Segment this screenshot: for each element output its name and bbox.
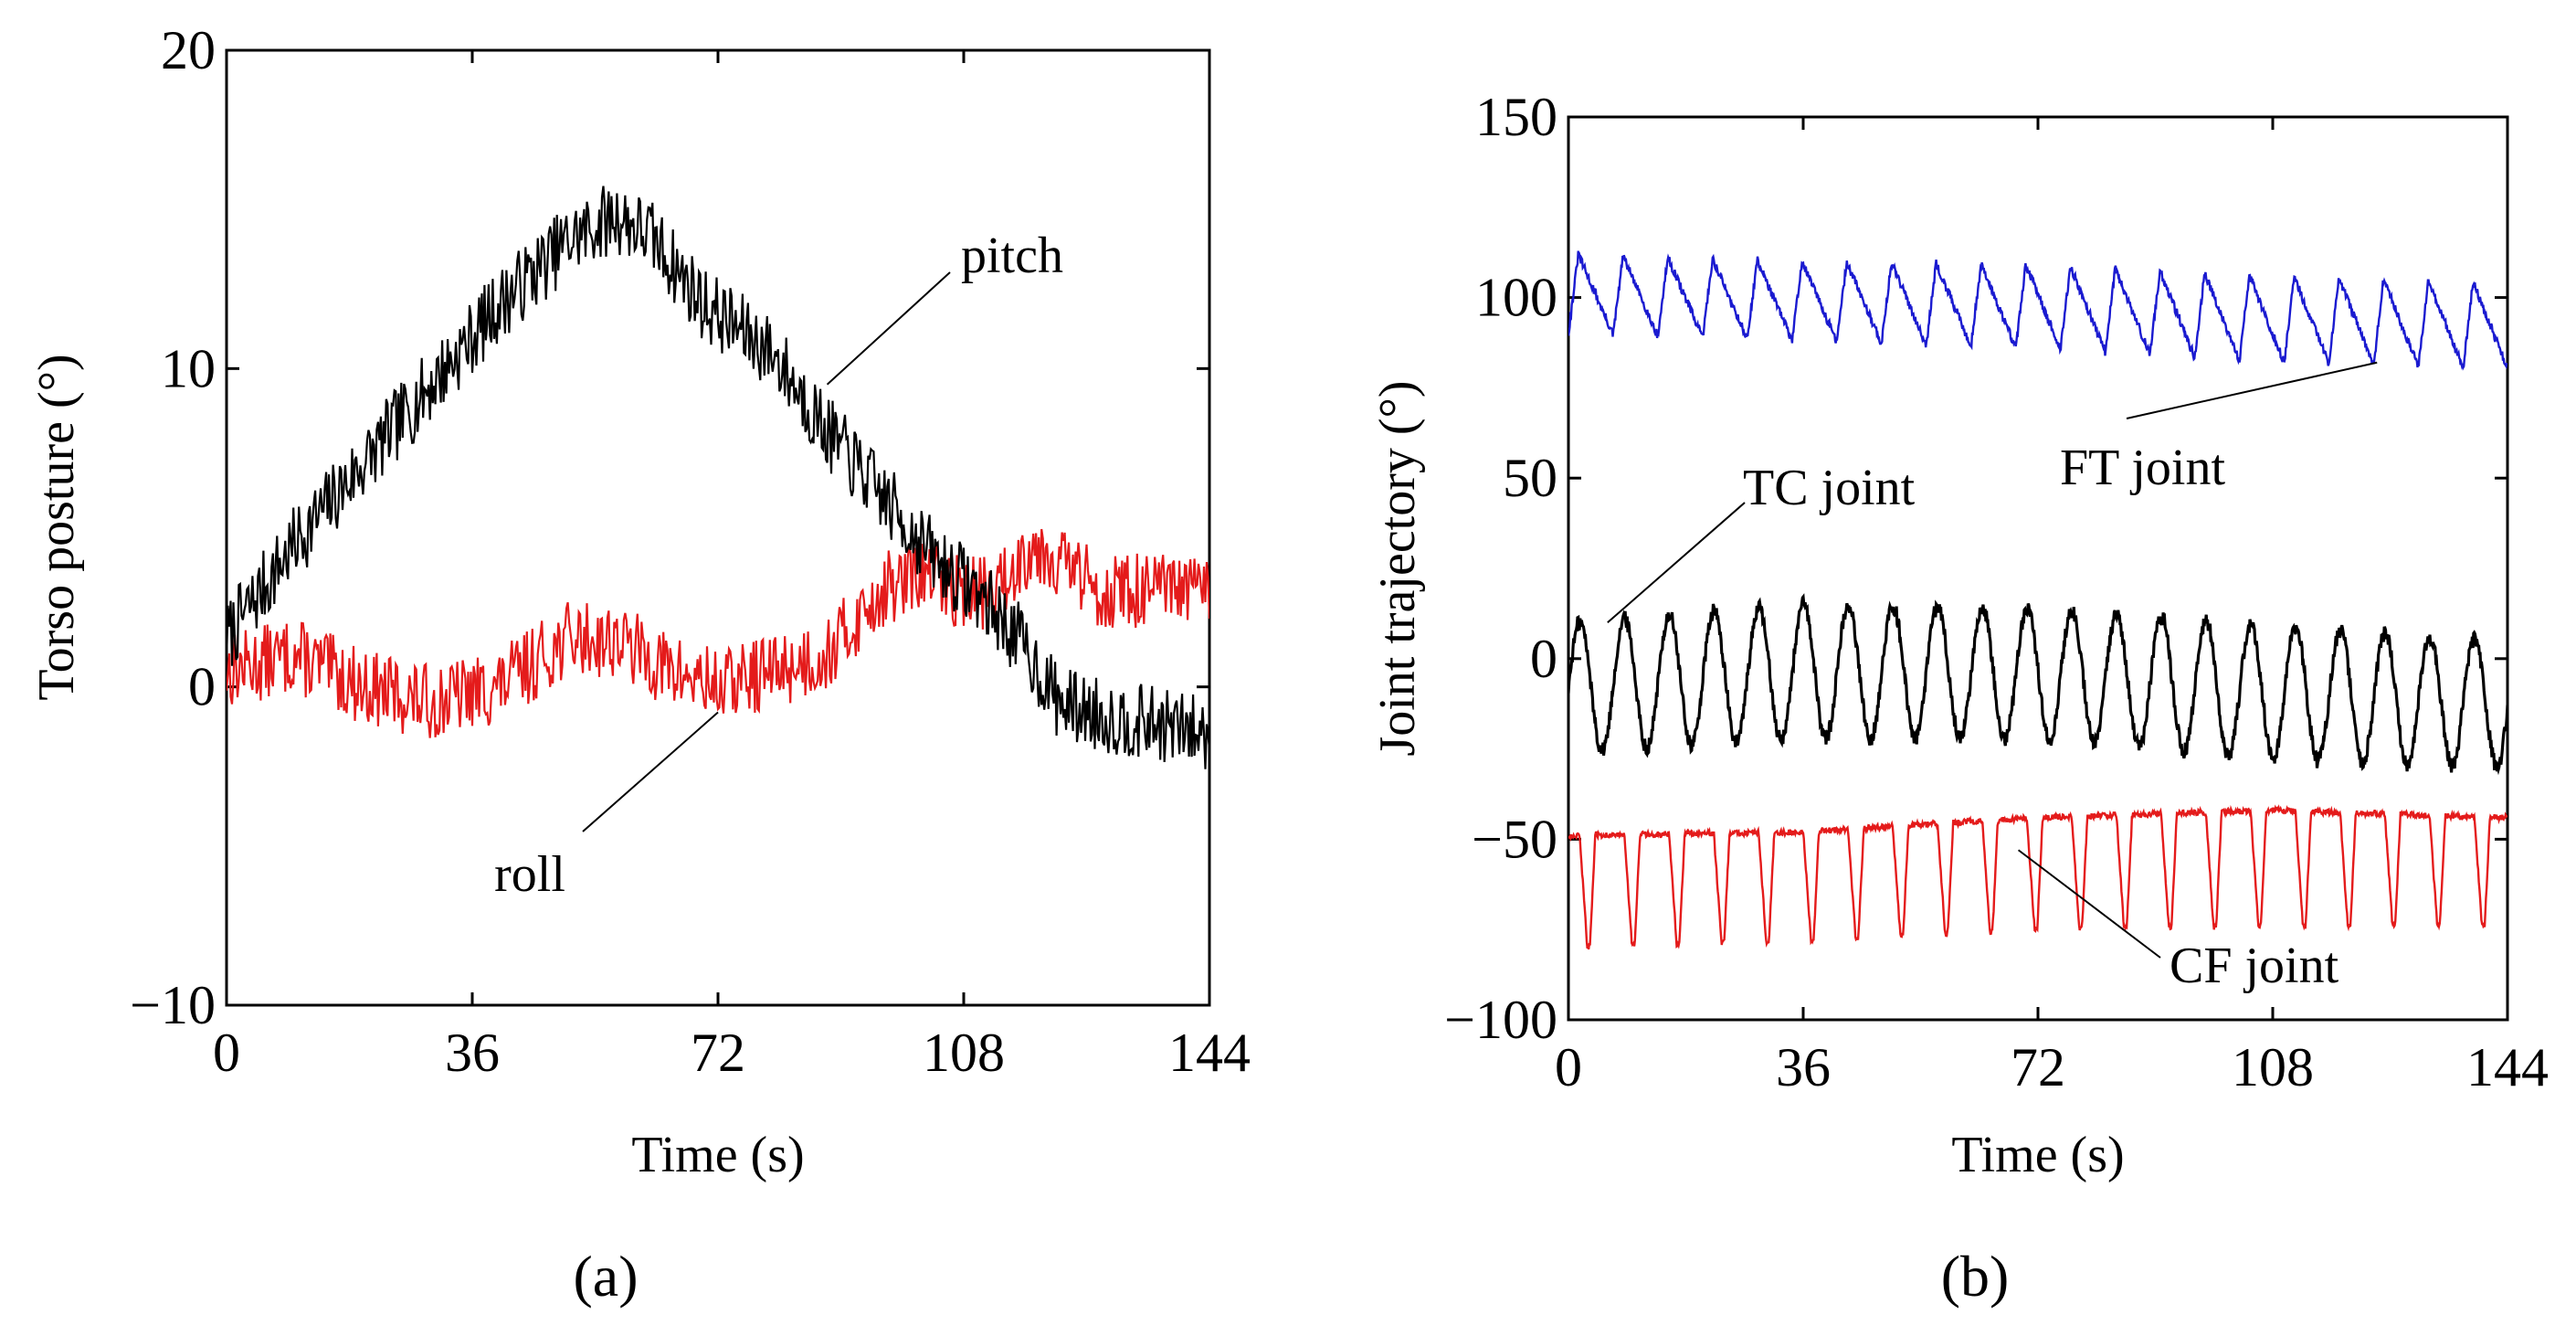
x-tick-label: 144	[2466, 1037, 2549, 1097]
x-tick-label: 72	[691, 1023, 745, 1083]
chart-b: 0 36 72 108 144 −100 −50 0 50 100 150 FT joint TC j…	[1369, 87, 2549, 1309]
x-tick-label: 108	[923, 1023, 1005, 1083]
annotation-leader-roll	[582, 711, 719, 832]
annotation-leader-cf-joint	[2017, 849, 2161, 959]
series-line-roll	[227, 528, 1209, 738]
series-line-cf-joint	[1568, 804, 2507, 950]
annotation-tc-joint: TC joint	[1743, 460, 1916, 516]
chart-b-frame	[1567, 115, 2509, 1022]
annotation-leader-tc-joint	[1607, 502, 1746, 624]
annotation-ft-joint: FT joint	[2060, 440, 2225, 496]
chart-a-plot-area	[227, 186, 1209, 769]
chart-b-plot-area	[1568, 250, 2507, 950]
x-tick-label: 36	[445, 1023, 500, 1083]
x-tick-label: 72	[2011, 1037, 2065, 1097]
annotation-leader-pitch	[826, 271, 951, 386]
panel-label-b: (b)	[1941, 1244, 2010, 1309]
annotation-pitch: pitch	[961, 228, 1063, 284]
chart-a-y-axis-label: Torso posture (°)	[28, 354, 85, 700]
series-line-pitch	[227, 186, 1209, 769]
y-tick-label: −10	[130, 975, 216, 1035]
y-tick-label: 20	[161, 20, 216, 80]
x-tick-label: 144	[1168, 1023, 1251, 1083]
x-tick-label: 0	[213, 1023, 240, 1083]
annotation-leader-ft-joint	[2126, 361, 2378, 419]
chart-b-annotations: FT joint TC joint CF joint	[1607, 361, 2378, 994]
panel-label-a: (a)	[573, 1244, 638, 1309]
x-tick-label: 36	[1776, 1037, 1831, 1097]
y-tick-label: −100	[1444, 990, 1557, 1050]
x-tick-label: 108	[2232, 1037, 2314, 1097]
y-tick-label: 100	[1475, 268, 1557, 328]
y-tick-label: 50	[1503, 448, 1557, 508]
series-line-tc-joint	[1568, 593, 2507, 776]
chart-b-x-axis-label: Time (s)	[1951, 1127, 2124, 1183]
chart-a-frame	[225, 48, 1211, 1007]
y-tick-label: 10	[161, 338, 216, 398]
y-tick-label: 0	[188, 657, 216, 717]
series-line-ft-joint	[1568, 250, 2507, 371]
x-tick-label: 0	[1555, 1037, 1582, 1097]
annotation-cf-joint: CF joint	[2170, 938, 2339, 994]
annotation-roll: roll	[494, 846, 565, 903]
chart-a-annotations: pitch roll	[494, 228, 1063, 903]
y-tick-label: 150	[1475, 87, 1557, 147]
chart-b-ticks: 0 36 72 108 144 −100 −50 0 50 100 150	[1444, 87, 2549, 1097]
chart-b-y-axis-label: Joint trajectory (°)	[1369, 380, 1426, 756]
y-tick-label: −50	[1472, 809, 1557, 869]
chart-a-x-axis-label: Time (s)	[631, 1127, 804, 1183]
y-tick-label: 0	[1530, 629, 1557, 689]
